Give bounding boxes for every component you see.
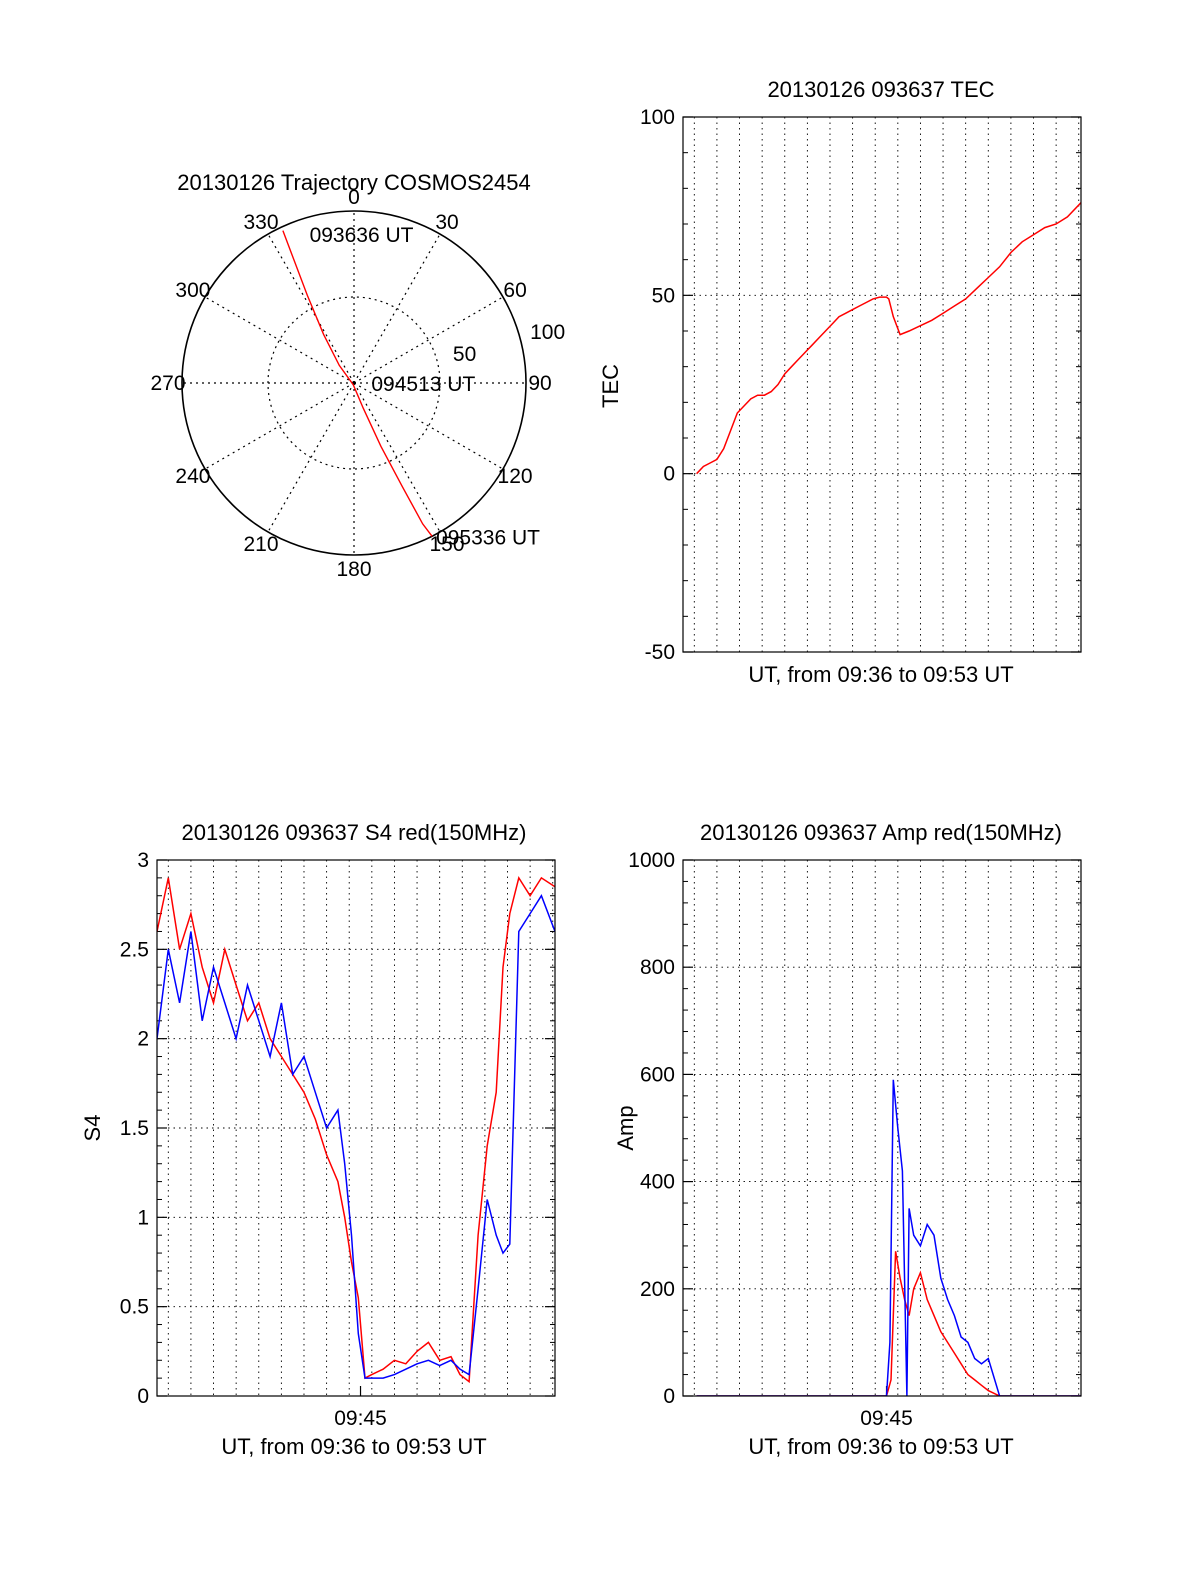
s4-ylabel: S4 bbox=[80, 1115, 105, 1142]
polar-azimuth-label: 210 bbox=[243, 533, 278, 556]
polar-azimuth-label: 30 bbox=[435, 211, 458, 234]
polar-radial-label: 100 bbox=[530, 321, 565, 344]
polar-outer-circle bbox=[181, 210, 527, 556]
amp-ytick-label: 0 bbox=[663, 1385, 675, 1408]
polar-spoke bbox=[353, 382, 441, 533]
s4-ytick-label: 1 bbox=[137, 1206, 149, 1229]
tec-title: 20130126 093637 TEC bbox=[767, 77, 994, 102]
trajectory-title: 20130126 Trajectory COSMOS2454 bbox=[177, 170, 530, 195]
s4-ytick-label: 1.5 bbox=[120, 1117, 149, 1140]
polar-spoke bbox=[353, 233, 441, 384]
polar-radial-label: 50 bbox=[453, 343, 476, 366]
amp-grid bbox=[683, 860, 1081, 1396]
tec-lines bbox=[696, 202, 1081, 475]
s4-ytick-label: 3 bbox=[137, 849, 149, 872]
tec-ytick-label: 100 bbox=[640, 106, 675, 129]
amp-series-line bbox=[696, 1251, 1081, 1396]
amp-plot: 20130126 093637 Amp red(150MHz) 0 200 400 6… bbox=[613, 820, 1082, 1459]
polar-azimuth-label: 270 bbox=[150, 372, 185, 395]
s4-xtick-label: 09:45 bbox=[334, 1407, 387, 1430]
trajectory-annotations: 093636 UT 094513 UT 095336 UT bbox=[310, 224, 541, 549]
amp-ytick-label: 1000 bbox=[628, 849, 675, 872]
trajectory-plot: 20130126 Trajectory COSMOS2454 0 30 60 90 12… bbox=[150, 170, 565, 581]
polar-azimuth-label: 240 bbox=[175, 465, 210, 488]
amp-ytick-label: 800 bbox=[640, 956, 675, 979]
tec-frame bbox=[682, 116, 1082, 653]
s4-ytick-label: 2.5 bbox=[120, 938, 149, 961]
polar-spoke bbox=[204, 296, 355, 384]
tec-ytick-label: 50 bbox=[652, 284, 675, 307]
s4-ytick-label: 0.5 bbox=[120, 1296, 149, 1319]
polar-spoke bbox=[204, 382, 355, 470]
polar-radial-labels: 50 100 bbox=[453, 321, 565, 366]
trajectory-annotation: 095336 UT bbox=[436, 526, 540, 549]
amp-ytick-label: 400 bbox=[640, 1171, 675, 1194]
polar-azimuth-label: 0 bbox=[348, 186, 360, 209]
s4-lines bbox=[157, 876, 555, 1384]
tec-grid bbox=[683, 117, 1081, 652]
s4-frame bbox=[156, 859, 556, 1397]
tec-ytick-label: -50 bbox=[645, 641, 675, 664]
trajectory-annotation: 093636 UT bbox=[310, 224, 414, 247]
s4-series-line bbox=[157, 876, 555, 1384]
tec-ticks: -50 0 50 100 bbox=[640, 106, 1081, 664]
tec-ytick-label: 0 bbox=[663, 463, 675, 486]
polar-spoke bbox=[267, 382, 355, 533]
s4-xlabel: UT, from 09:36 to 09:53 UT bbox=[221, 1434, 486, 1459]
s4-ytick-label: 0 bbox=[137, 1385, 149, 1408]
amp-ytick-label: 600 bbox=[640, 1063, 675, 1086]
polar-azimuth-label: 300 bbox=[175, 279, 210, 302]
trajectory-track bbox=[282, 230, 433, 537]
amp-lines bbox=[696, 1079, 1081, 1396]
polar-azimuth-label: 180 bbox=[336, 558, 371, 581]
tec-ylabel: TEC bbox=[598, 364, 623, 408]
amp-frame bbox=[682, 859, 1082, 1397]
amp-ytick-label: 200 bbox=[640, 1278, 675, 1301]
amp-xtick-label: 09:45 bbox=[860, 1407, 913, 1430]
s4-ytick-label: 2 bbox=[137, 1028, 149, 1051]
polar-spoke bbox=[353, 382, 504, 470]
tec-xlabel: UT, from 09:36 to 09:53 UT bbox=[748, 662, 1013, 687]
tec-plot: 20130126 093637 TEC -50 0 50 100 UT, from 0… bbox=[598, 77, 1082, 687]
s4-title: 20130126 093637 S4 red(150MHz) bbox=[182, 820, 527, 845]
tec-series-line bbox=[696, 202, 1081, 475]
amp-ylabel: Amp bbox=[613, 1105, 638, 1150]
amp-series-line bbox=[696, 1079, 1081, 1396]
polar-azimuth-label: 120 bbox=[498, 465, 533, 488]
polar-grid bbox=[181, 210, 527, 556]
s4-series-line bbox=[157, 894, 555, 1379]
polar-azimuth-label: 150 bbox=[429, 533, 464, 556]
amp-ticks: 0 200 400 600 800 1000 09:45 bbox=[628, 849, 1081, 1430]
polar-spoke bbox=[267, 233, 355, 384]
s4-plot: 20130126 093637 S4 red(150MHz) 0 0.5 1 1.5 2… bbox=[80, 820, 556, 1459]
polar-spoke bbox=[353, 296, 504, 384]
s4-grid bbox=[157, 860, 555, 1396]
polar-azimuth-label: 60 bbox=[503, 279, 526, 302]
s4-ticks: 0 0.5 1 1.5 2 2.5 3 09:45 bbox=[120, 849, 555, 1430]
polar-azimuth-label: 90 bbox=[528, 372, 551, 395]
amp-title: 20130126 093637 Amp red(150MHz) bbox=[700, 820, 1062, 845]
trajectory-annotation: 094513 UT bbox=[371, 373, 475, 396]
polar-azimuth-labels: 0 30 60 90 120 150 180 210 240 270 300 330 bbox=[150, 186, 551, 581]
polar-azimuth-label: 330 bbox=[243, 211, 278, 234]
amp-xlabel: UT, from 09:36 to 09:53 UT bbox=[748, 1434, 1013, 1459]
